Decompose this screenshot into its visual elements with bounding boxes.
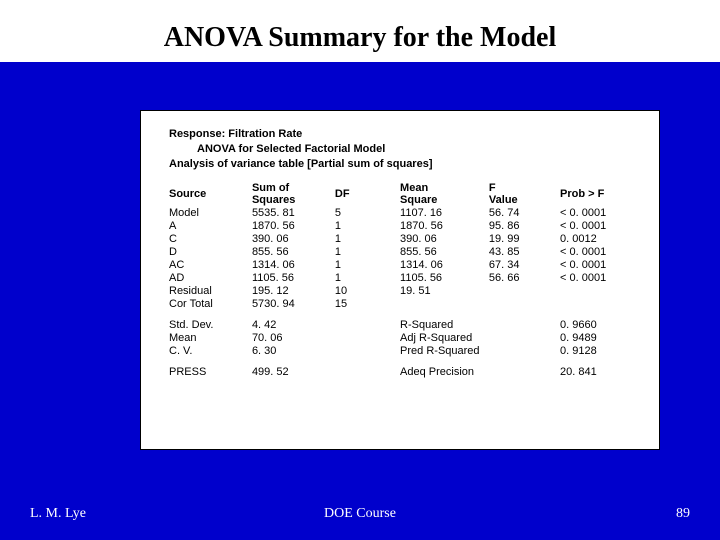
stats-row-2: C. V.6. 30 Pred R-Squared0. 9128	[169, 345, 643, 358]
anova-cell: 1	[335, 246, 400, 259]
anova-cell: 1105. 56	[400, 272, 489, 285]
anova-cell	[400, 298, 489, 311]
anova-row-3: D855. 561855. 5643. 85< 0. 0001	[169, 246, 643, 259]
anova-cell	[560, 285, 643, 298]
anova-col-3: MeanSquare	[400, 182, 489, 207]
anova-cell: 0. 0012	[560, 233, 643, 246]
anova-cell: AC	[169, 259, 252, 272]
anova-cell: Cor Total	[169, 298, 252, 311]
anova-cell: 1	[335, 259, 400, 272]
anova-cell: Model	[169, 207, 252, 220]
anova-cell: < 0. 0001	[560, 220, 643, 233]
anova-row-5: AD1105. 5611105. 5656. 66< 0. 0001	[169, 272, 643, 285]
anova-cell: 390. 06	[252, 233, 335, 246]
anova-cell: 43. 85	[489, 246, 560, 259]
anova-cell	[560, 298, 643, 311]
anova-cell: 1314. 06	[252, 259, 335, 272]
anova-table: SourceSum ofSquaresDFMeanSquareFValuePro…	[169, 182, 643, 379]
anova-cell: 1	[335, 233, 400, 246]
anova-row-1: A1870. 5611870. 5695. 86< 0. 0001	[169, 220, 643, 233]
anova-cell	[489, 298, 560, 311]
anova-cell: 1105. 56	[252, 272, 335, 285]
page-title: ANOVA Summary for the Model	[0, 0, 720, 62]
anova-row-6: Residual195. 121019. 51	[169, 285, 643, 298]
anova-cell: 67. 34	[489, 259, 560, 272]
anova-panel: Response: Filtration Rate ANOVA for Sele…	[140, 110, 660, 450]
stats-row-press: PRESS499. 52 Adeq Precision20. 841	[169, 366, 643, 379]
anova-cell: 390. 06	[400, 233, 489, 246]
anova-cell: < 0. 0001	[560, 207, 643, 220]
anova-cell: < 0. 0001	[560, 272, 643, 285]
anova-col-0: Source	[169, 182, 252, 207]
anova-cell: D	[169, 246, 252, 259]
anova-cell: 1	[335, 220, 400, 233]
anova-cell: < 0. 0001	[560, 246, 643, 259]
anova-cell: 855. 56	[400, 246, 489, 259]
anova-row-7: Cor Total5730. 9415	[169, 298, 643, 311]
stats-row-1: Mean70. 06 Adj R-Squared0. 9489	[169, 332, 643, 345]
anova-cell: 19. 51	[400, 285, 489, 298]
footer-page-number: 89	[676, 506, 690, 522]
hdr-line-1: Response: Filtration Rate	[169, 127, 643, 142]
anova-row-2: C390. 061390. 0619. 990. 0012	[169, 233, 643, 246]
anova-cell	[489, 285, 560, 298]
anova-cell: < 0. 0001	[560, 259, 643, 272]
anova-cell: 1314. 06	[400, 259, 489, 272]
anova-col-5: Prob > F	[560, 182, 643, 207]
anova-cell: AD	[169, 272, 252, 285]
hdr-line-3: Analysis of variance table [Partial sum …	[169, 157, 643, 172]
anova-cell: 1870. 56	[252, 220, 335, 233]
anova-cell: 95. 86	[489, 220, 560, 233]
anova-cell: 10	[335, 285, 400, 298]
anova-cell: 195. 12	[252, 285, 335, 298]
footer-course: DOE Course	[0, 506, 720, 522]
anova-cell: 15	[335, 298, 400, 311]
anova-cell: C	[169, 233, 252, 246]
anova-cell: 5730. 94	[252, 298, 335, 311]
anova-col-4: FValue	[489, 182, 560, 207]
anova-row-0: Model5535. 8151107. 1656. 74< 0. 0001	[169, 207, 643, 220]
anova-cell: 56. 66	[489, 272, 560, 285]
anova-cell: 855. 56	[252, 246, 335, 259]
anova-cell: 5535. 81	[252, 207, 335, 220]
anova-cell: 56. 74	[489, 207, 560, 220]
anova-col-1: Sum ofSquares	[252, 182, 335, 207]
anova-cell: 1	[335, 272, 400, 285]
stats-row-0: Std. Dev.4. 42 R-Squared0. 9660	[169, 319, 643, 332]
anova-col-2: DF	[335, 182, 400, 207]
anova-cell: 5	[335, 207, 400, 220]
anova-cell: 19. 99	[489, 233, 560, 246]
anova-cell: 1107. 16	[400, 207, 489, 220]
anova-body: Model5535. 8151107. 1656. 74< 0. 0001A18…	[169, 207, 643, 311]
hdr-line-2: ANOVA for Selected Factorial Model	[169, 142, 643, 157]
anova-head: SourceSum ofSquaresDFMeanSquareFValuePro…	[169, 182, 643, 207]
anova-cell: A	[169, 220, 252, 233]
anova-row-4: AC1314. 0611314. 0667. 34< 0. 0001	[169, 259, 643, 272]
anova-cell: 1870. 56	[400, 220, 489, 233]
panel-header: Response: Filtration Rate ANOVA for Sele…	[169, 127, 643, 172]
anova-cell: Residual	[169, 285, 252, 298]
